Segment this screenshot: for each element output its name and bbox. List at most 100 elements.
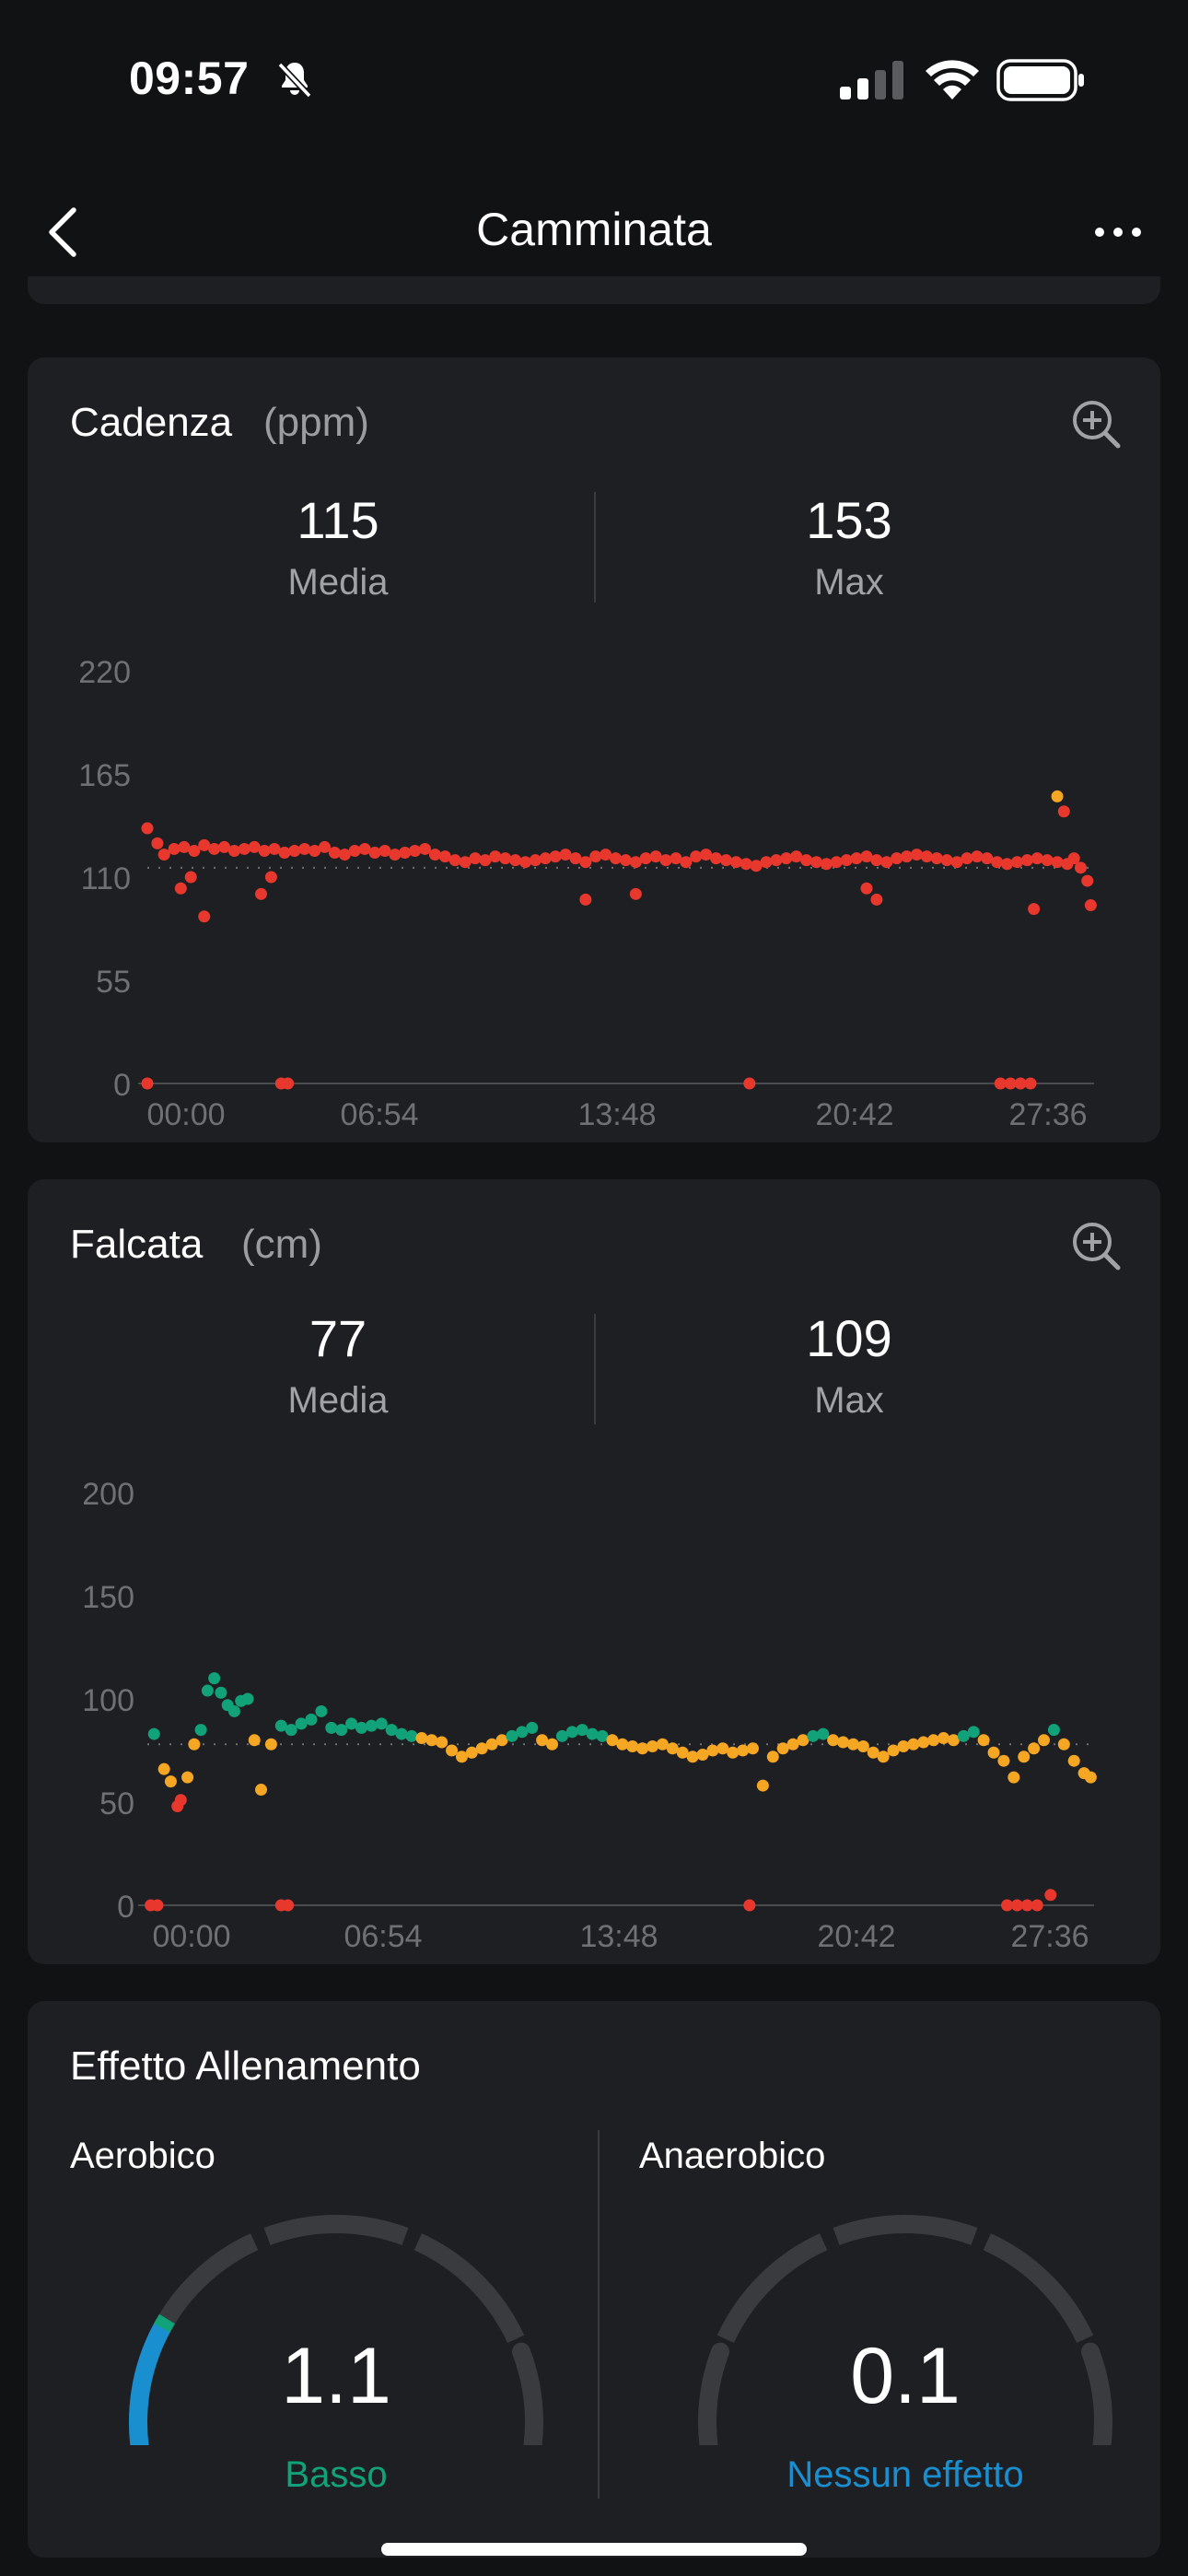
- data-point: [248, 1734, 261, 1747]
- data-point: [1001, 858, 1014, 871]
- data-point: [208, 842, 221, 855]
- data-point: [940, 854, 953, 867]
- data-point: [971, 850, 984, 863]
- data-point: [860, 882, 873, 895]
- data-point: [1051, 790, 1064, 802]
- gauge-segment: [716, 2233, 828, 2344]
- stride-max-label: Max: [814, 1380, 884, 1421]
- data-point: [837, 1736, 850, 1749]
- data-point-zero: [282, 1899, 295, 1912]
- data-point: [455, 1751, 468, 1763]
- data-point: [181, 1771, 194, 1784]
- cadence-avg-value: 115: [297, 491, 379, 549]
- data-point: [797, 1734, 809, 1747]
- cadence-chart[interactable]: 220 165 110 55 0 00:00 06:54 13:48 20:42 27:36: [28, 357, 1160, 1142]
- data-point: [750, 860, 763, 872]
- data-point: [1047, 1724, 1060, 1737]
- x-tick-label: 00:00: [146, 1097, 225, 1132]
- x-tick-label: 27:36: [1008, 1097, 1087, 1132]
- data-point: [719, 854, 732, 867]
- data-point: [469, 852, 482, 865]
- x-tick-label: 06:54: [340, 1097, 418, 1132]
- data-point: [358, 842, 371, 855]
- data-point: [1038, 1734, 1051, 1747]
- data-point: [475, 1742, 488, 1755]
- data-point: [241, 1692, 254, 1705]
- data-point: [208, 1672, 221, 1685]
- data-point: [766, 1751, 779, 1763]
- data-point: [880, 856, 893, 869]
- data-point: [610, 852, 623, 865]
- data-point: [268, 842, 281, 855]
- data-point-zero: [743, 1077, 756, 1090]
- data-point: [586, 1727, 599, 1740]
- gauge-segment: [1080, 2342, 1112, 2445]
- anaerobic-value: 0.1: [850, 2332, 961, 2420]
- data-point: [938, 1732, 950, 1745]
- gauge-fill: [129, 2318, 171, 2445]
- data-point: [248, 840, 261, 853]
- cadence-card: Cadenza (ppm) 115 Media 153 Max 220 165 11…: [28, 357, 1160, 1142]
- gauge-segment: [983, 2233, 1094, 2344]
- data-point: [696, 1748, 709, 1761]
- zoom-in-icon[interactable]: [1070, 398, 1122, 450]
- data-point: [860, 850, 873, 863]
- data-point: [227, 844, 240, 857]
- more-options-icon[interactable]: [1092, 216, 1144, 249]
- data-point: [1084, 899, 1097, 912]
- data-point: [891, 852, 903, 865]
- data-point: [746, 1742, 759, 1755]
- data-point: [807, 1729, 820, 1742]
- previous-card-edge: [28, 276, 1160, 304]
- back-chevron-icon[interactable]: [44, 205, 81, 260]
- zoom-in-icon[interactable]: [1070, 1220, 1122, 1271]
- y-tick-label: 50: [99, 1786, 134, 1821]
- data-point: [459, 856, 472, 869]
- home-indicator[interactable]: [381, 2543, 807, 2556]
- data-point-zero: [1014, 1077, 1027, 1090]
- y-tick-label: 150: [82, 1580, 134, 1615]
- y-tick-label: 110: [81, 861, 131, 896]
- data-point: [930, 852, 943, 865]
- data-point: [499, 852, 512, 865]
- data-point: [716, 1742, 729, 1755]
- data-point: [264, 1738, 277, 1751]
- data-point: [1020, 854, 1033, 867]
- aerobic-gauge: [129, 2215, 543, 2445]
- data-point: [529, 854, 542, 867]
- x-tick-label: 20:42: [817, 1919, 895, 1954]
- data-point-zero: [141, 1077, 154, 1090]
- data-point: [596, 1729, 609, 1742]
- data-point: [141, 822, 154, 835]
- data-point-zero: [151, 1899, 164, 1912]
- data-point: [997, 1754, 1010, 1767]
- data-point: [389, 849, 402, 861]
- data-point: [345, 1717, 358, 1730]
- data-point: [436, 1736, 448, 1749]
- data-point: [438, 850, 451, 863]
- data-point-zero: [1024, 1077, 1037, 1090]
- x-tick-label: 13:48: [579, 1919, 658, 1954]
- data-point: [418, 842, 431, 855]
- aerobic-level: Basso: [285, 2454, 388, 2495]
- stride-chart[interactable]: 200 150 100 50 0 00:00 06:54 13:48 20:42 27:36: [28, 1179, 1160, 1964]
- anaerobic-level: Nessun effetto: [786, 2454, 1024, 2495]
- data-point: [227, 1704, 240, 1717]
- data-point: [579, 893, 592, 906]
- data-point: [495, 1734, 508, 1747]
- training-effect-card: Effetto Allenamento Aerobico Anaerobico …: [28, 2001, 1160, 2558]
- data-point: [1067, 852, 1080, 865]
- data-point: [1057, 1738, 1070, 1751]
- data-point: [850, 852, 863, 865]
- data-point: [576, 1724, 588, 1737]
- data-point: [629, 856, 642, 869]
- data-point: [676, 1746, 689, 1759]
- data-point: [656, 1738, 669, 1751]
- data-point-zero: [1004, 1077, 1017, 1090]
- data-point: [887, 1744, 900, 1757]
- stride-title: Falcata: [70, 1222, 204, 1267]
- data-point: [991, 856, 1004, 869]
- data-point: [977, 1734, 990, 1747]
- data-point: [395, 1727, 408, 1740]
- data-point: [425, 1734, 438, 1747]
